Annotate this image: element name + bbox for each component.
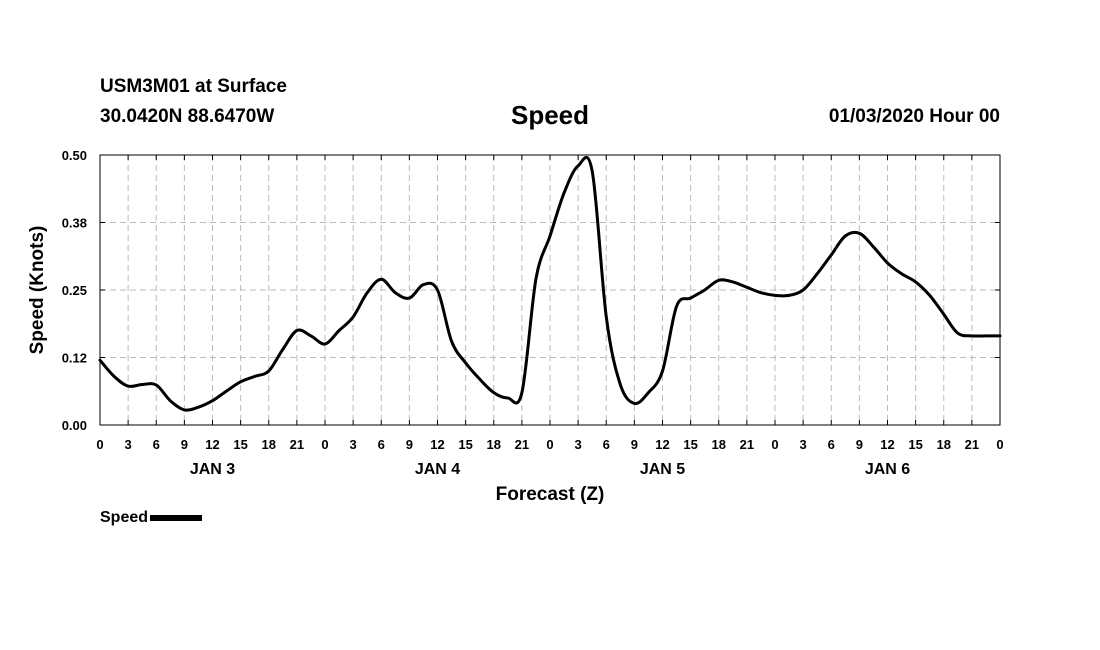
y-tick-label: 0.38 bbox=[62, 216, 87, 231]
x-tick-label: 12 bbox=[430, 437, 444, 452]
x-tick-label: 18 bbox=[937, 437, 951, 452]
x-tick-label: 15 bbox=[233, 437, 247, 452]
legend-swatch bbox=[150, 515, 203, 521]
x-axis-title: Forecast (Z) bbox=[496, 484, 605, 505]
coordinates-label: 30.0420N 88.6470W bbox=[100, 106, 275, 127]
x-tick-label: 12 bbox=[205, 437, 219, 452]
x-tick-label: 0 bbox=[996, 437, 1003, 452]
y-tick-label: 0.25 bbox=[62, 283, 87, 298]
x-tick-label: 9 bbox=[631, 437, 638, 452]
x-tick-label: 9 bbox=[181, 437, 188, 452]
x-tick-label: 18 bbox=[262, 437, 276, 452]
x-tick-label: 6 bbox=[153, 437, 160, 452]
chart-title: Speed bbox=[510, 100, 590, 130]
x-tick-label: 0 bbox=[96, 437, 103, 452]
x-tick-label: 12 bbox=[655, 437, 669, 452]
axis-ticks bbox=[99, 154, 1001, 426]
x-tick-label: 21 bbox=[515, 437, 529, 452]
day-label: JAN 4 bbox=[415, 461, 460, 478]
station-label: USM3M01 at Surface bbox=[100, 76, 287, 97]
x-tick-label: 21 bbox=[290, 437, 304, 452]
x-tick-label: 9 bbox=[856, 437, 863, 452]
x-tick-label: 15 bbox=[908, 437, 922, 452]
x-tick-label: 3 bbox=[125, 437, 132, 452]
grid-lines bbox=[100, 155, 1000, 425]
x-tick-label: 18 bbox=[712, 437, 726, 452]
x-tick-label: 3 bbox=[800, 437, 807, 452]
y-tick-label: 0.00 bbox=[62, 418, 87, 433]
plot-frame bbox=[99, 154, 1001, 426]
x-tick-label: 12 bbox=[880, 437, 894, 452]
legend: Speed bbox=[100, 509, 203, 527]
x-tick-label: 6 bbox=[828, 437, 835, 452]
x-tick-label: 18 bbox=[487, 437, 501, 452]
y-axis-title: Speed (Knots) bbox=[27, 226, 48, 355]
day-label: JAN 6 bbox=[865, 461, 910, 478]
day-label: JAN 3 bbox=[190, 461, 235, 478]
x-tick-label: 21 bbox=[740, 437, 754, 452]
x-tick-labels: 0 3 6 9 12 15 18 21 0 3 6 9 12 15 18 21 0 3 6 9 12 15 18 21 0 3 6 9… bbox=[96, 437, 1003, 452]
x-tick-label: 0 bbox=[771, 437, 778, 452]
x-tick-label: 21 bbox=[965, 437, 979, 452]
y-tick-labels: 0.00 0.12 0.25 0.38 0.50 bbox=[62, 148, 87, 433]
y-tick-label: 0.12 bbox=[62, 351, 87, 366]
day-label: JAN 5 bbox=[640, 461, 685, 478]
legend-label: Speed bbox=[100, 509, 149, 526]
run-time-label: 01/03/2020 Hour 00 bbox=[828, 106, 1000, 127]
x-tick-label: 0 bbox=[546, 437, 553, 452]
x-tick-label: 6 bbox=[378, 437, 385, 452]
x-tick-label: 15 bbox=[458, 437, 472, 452]
speed-series-line bbox=[98, 155, 1002, 412]
x-tick-label: 9 bbox=[406, 437, 413, 452]
x-tick-label: 15 bbox=[683, 437, 697, 452]
x-tick-label: 3 bbox=[575, 437, 582, 452]
day-labels: JAN 3 JAN 4 JAN 5 JAN 6 bbox=[190, 461, 910, 478]
y-tick-label: 0.50 bbox=[62, 148, 87, 163]
x-tick-label: 6 bbox=[603, 437, 610, 452]
x-tick-label: 3 bbox=[350, 437, 357, 452]
x-tick-label: 0 bbox=[321, 437, 328, 452]
